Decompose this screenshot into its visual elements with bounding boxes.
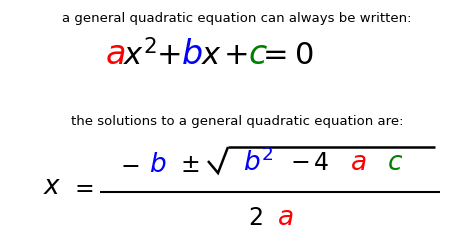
- Text: $\mathit{x}$: $\mathit{x}$: [43, 174, 61, 200]
- Text: $\mathit{a}$: $\mathit{a}$: [350, 150, 366, 176]
- Text: $=$: $=$: [70, 175, 94, 199]
- Text: $\mathit{b}^2$: $\mathit{b}^2$: [243, 149, 273, 177]
- Text: $\mathit{x}^2$: $\mathit{x}^2$: [123, 39, 157, 71]
- Text: $-$: $-$: [120, 153, 140, 177]
- Text: the solutions to a general quadratic equation are:: the solutions to a general quadratic equ…: [71, 115, 403, 128]
- Text: $= 0$: $= 0$: [256, 40, 313, 69]
- Text: a general quadratic equation can always be written:: a general quadratic equation can always …: [62, 12, 412, 25]
- Text: $\pm$: $\pm$: [181, 153, 200, 177]
- Text: $-\,4$: $-\,4$: [291, 151, 329, 175]
- Text: $\mathit{b}$: $\mathit{b}$: [181, 38, 203, 71]
- Text: $\mathit{b}$: $\mathit{b}$: [149, 152, 167, 178]
- Text: $\mathit{c}$: $\mathit{c}$: [387, 150, 403, 176]
- Text: $\mathit{x}$: $\mathit{x}$: [201, 40, 223, 69]
- Text: $\mathit{c}$: $\mathit{c}$: [248, 38, 268, 71]
- Text: $+$: $+$: [156, 40, 180, 69]
- Text: $\mathit{a}$: $\mathit{a}$: [277, 205, 293, 231]
- Text: $2$: $2$: [248, 206, 262, 230]
- Text: $+$: $+$: [223, 40, 247, 69]
- Text: $\mathit{a}$: $\mathit{a}$: [105, 38, 125, 71]
